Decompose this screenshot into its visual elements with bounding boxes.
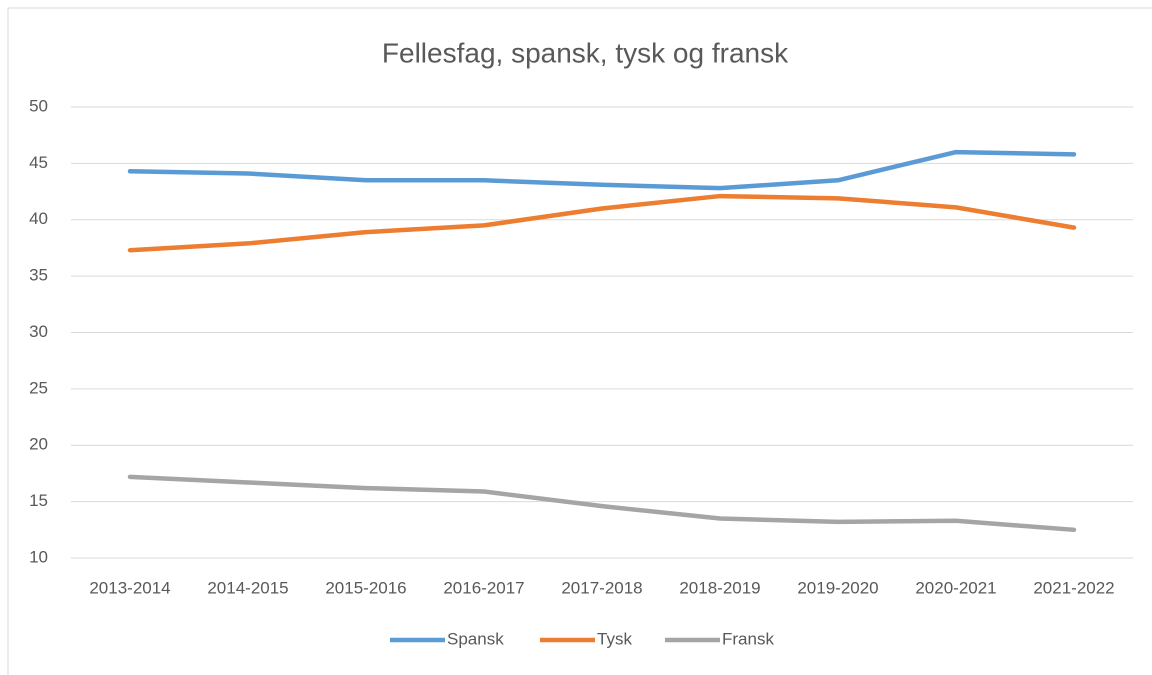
y-tick-label: 10: [29, 547, 48, 566]
y-tick-label: 20: [29, 435, 48, 454]
y-tick-label: 35: [29, 266, 48, 285]
y-tick-label: 40: [29, 209, 48, 228]
y-tick-label: 15: [29, 491, 48, 510]
x-tick-label: 2014-2015: [207, 578, 288, 597]
x-tick-label: 2019-2020: [797, 578, 878, 597]
x-tick-label: 2015-2016: [325, 578, 406, 597]
x-tick-label: 2018-2019: [679, 578, 760, 597]
legend-label: Spansk: [447, 629, 504, 648]
x-tick-label: 2016-2017: [443, 578, 524, 597]
x-tick-label: 2017-2018: [561, 578, 642, 597]
x-tick-label: 2021-2022: [1033, 578, 1114, 597]
legend-label: Tysk: [597, 629, 632, 648]
series-line: [127, 474, 1077, 533]
y-tick-label: 25: [29, 378, 48, 397]
series-line: [127, 193, 1077, 253]
y-tick-label: 30: [29, 322, 48, 341]
series-line: [127, 149, 1077, 191]
chart-title: Fellesfag, spansk, tysk og fransk: [382, 37, 789, 68]
x-tick-label: 2013-2014: [89, 578, 170, 597]
chart-frame: [7, 7, 1152, 675]
x-tick-label: 2020-2021: [915, 578, 996, 597]
y-tick-label: 50: [29, 96, 48, 115]
legend-label: Fransk: [722, 629, 774, 648]
y-tick-label: 45: [29, 153, 48, 172]
